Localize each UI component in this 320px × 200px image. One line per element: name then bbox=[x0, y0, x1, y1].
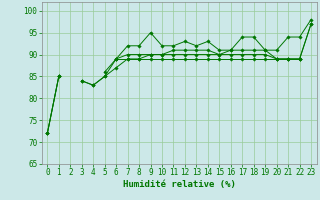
X-axis label: Humidité relative (%): Humidité relative (%) bbox=[123, 180, 236, 189]
